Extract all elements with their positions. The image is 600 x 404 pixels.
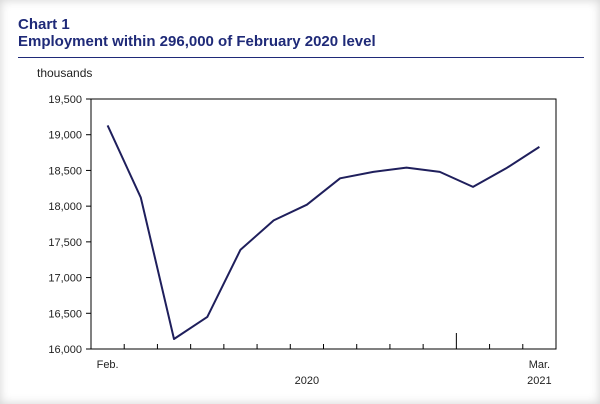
x-year-label: 2021 [527,375,551,387]
y-tick-label: 19,500 [48,94,82,106]
chart-heading: Chart 1 Employment within 296,000 of Feb… [18,16,376,50]
y-tick-label: 17,500 [48,237,82,249]
y-tick-label: 16,500 [48,308,82,320]
x-tick-label: Feb. [97,359,119,371]
title-divider [18,57,584,58]
y-tick-label: 17,000 [48,273,82,285]
x-year-label: 2020 [295,375,319,387]
chart-label: Chart 1 [18,16,70,33]
plot-area-frame [90,98,557,350]
y-tick-label: 18,500 [48,165,82,177]
series-line [106,124,540,340]
y-tick-label: 16,000 [48,344,82,356]
y-tick-label: 18,000 [48,201,82,213]
y-tick-label: 19,000 [48,130,82,142]
x-tick-label: Mar. [529,359,550,371]
chart-title: Employment within 296,000 of February 20… [18,33,376,50]
y-axis-unit-label: thousands [37,66,93,80]
